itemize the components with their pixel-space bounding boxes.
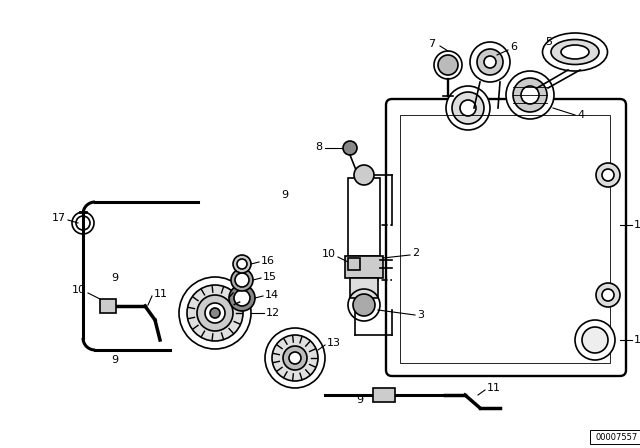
Text: 9: 9 [111,273,118,283]
Circle shape [205,303,225,323]
Text: 15: 15 [263,272,277,282]
Bar [373,388,395,402]
Circle shape [521,86,539,104]
Text: 7: 7 [428,39,436,49]
Circle shape [506,71,554,119]
Circle shape [596,283,620,307]
Circle shape [575,320,615,360]
Text: 2: 2 [412,248,419,258]
Circle shape [484,56,496,68]
Circle shape [231,269,253,291]
Text: 12: 12 [266,308,280,318]
Bar [100,299,116,313]
Text: 5: 5 [545,37,552,47]
Circle shape [470,42,510,82]
Circle shape [234,290,250,306]
Text: 8: 8 [315,142,322,152]
Circle shape [233,255,251,273]
Bar [400,115,610,363]
Circle shape [582,327,608,353]
Circle shape [343,141,357,155]
Circle shape [289,352,301,364]
Circle shape [229,285,255,311]
Text: 11: 11 [154,289,168,299]
Circle shape [179,277,251,349]
Text: 1: 1 [634,335,640,345]
Text: 9: 9 [282,190,289,200]
Circle shape [513,78,547,112]
Bar [590,430,640,444]
Text: 10: 10 [72,285,86,295]
Bar [350,278,378,298]
Circle shape [602,169,614,181]
Text: 4: 4 [577,110,584,120]
Circle shape [197,295,233,331]
Text: 17: 17 [52,213,66,223]
Text: 6: 6 [510,42,517,52]
Circle shape [602,289,614,301]
Text: 11: 11 [487,383,501,393]
Circle shape [452,92,484,124]
Ellipse shape [543,33,607,71]
Circle shape [210,308,220,318]
Text: 14: 14 [265,290,279,300]
Text: 00007557: 00007557 [596,432,638,441]
Circle shape [283,346,307,370]
Circle shape [438,55,458,75]
Circle shape [446,86,490,130]
Ellipse shape [551,39,599,65]
Bar [348,258,360,270]
Circle shape [235,273,249,287]
Text: 9: 9 [111,355,118,365]
Ellipse shape [561,45,589,59]
Circle shape [187,285,243,341]
Circle shape [477,49,503,75]
Circle shape [272,335,318,381]
Bar [345,256,383,278]
Circle shape [265,328,325,388]
Circle shape [354,165,374,185]
Circle shape [237,259,247,269]
Text: 13: 13 [327,338,341,348]
Circle shape [353,294,375,316]
Circle shape [460,100,476,116]
Text: 1: 1 [634,220,640,230]
FancyBboxPatch shape [386,99,626,376]
Text: 9: 9 [356,395,364,405]
Circle shape [596,163,620,187]
Text: 16: 16 [261,256,275,266]
Bar [348,178,380,256]
Text: 10: 10 [322,249,336,259]
Text: 3: 3 [417,310,424,320]
